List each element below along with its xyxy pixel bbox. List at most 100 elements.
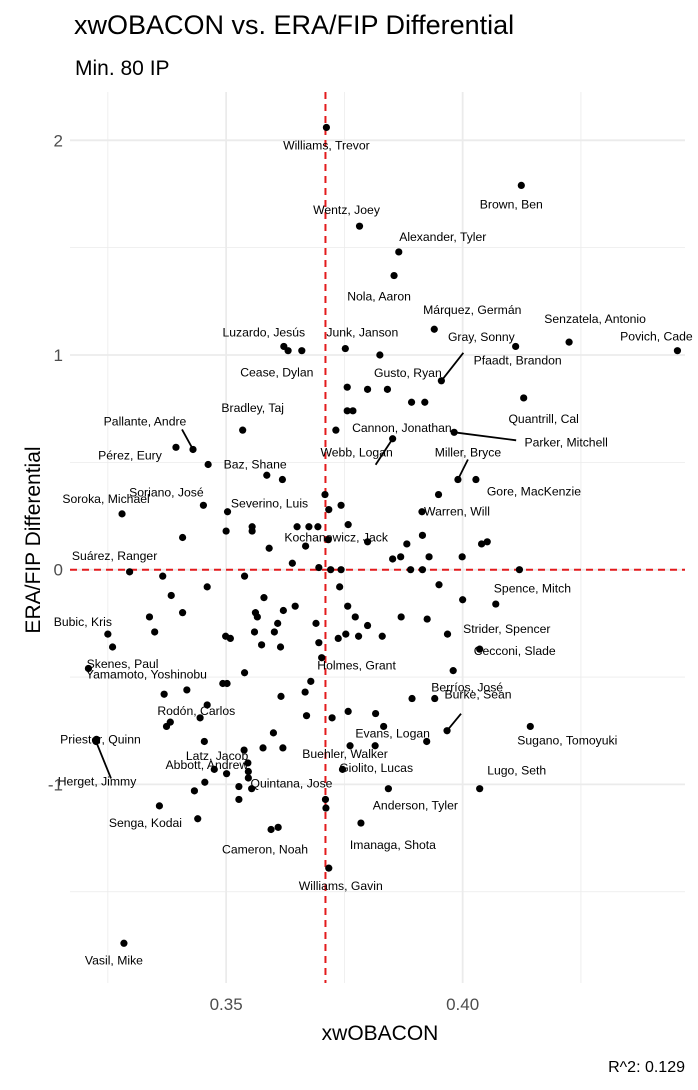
y-tick-label: 2	[54, 131, 63, 150]
data-point	[178, 533, 187, 542]
data-point-labeled	[673, 347, 682, 355]
point-label: Bubic, Kris	[54, 615, 112, 629]
data-point	[407, 566, 415, 574]
point-label: Anderson, Tyler	[373, 799, 458, 813]
data-point	[260, 594, 268, 602]
data-point	[167, 591, 175, 600]
data-point	[253, 613, 261, 621]
data-point	[278, 475, 287, 484]
data-point	[293, 523, 301, 531]
r-squared-caption: R^2: 0.129	[608, 1059, 685, 1076]
data-point-labeled	[172, 443, 180, 451]
data-point	[307, 677, 315, 685]
data-point-labeled	[280, 342, 288, 351]
point-label: Cease, Dylan	[240, 366, 313, 380]
data-point	[328, 714, 336, 722]
point-label: Alexander, Tyler	[399, 230, 486, 244]
data-point-labeled	[223, 508, 232, 516]
data-point	[337, 566, 345, 574]
data-point	[250, 628, 259, 636]
data-point-labeled	[118, 510, 126, 518]
data-point	[222, 770, 231, 778]
data-point	[483, 538, 491, 546]
data-point	[203, 583, 211, 591]
data-point	[322, 804, 330, 812]
point-label: Warren, Will	[424, 505, 490, 519]
data-point-labeled	[357, 819, 365, 827]
chart-title: xwOBACON vs. ERA/FIP Differential	[74, 10, 514, 40]
data-point-labeled	[344, 521, 352, 529]
point-label: Quintana, Jose	[250, 776, 332, 790]
data-point	[178, 609, 187, 617]
point-label: Vasil, Mike	[85, 953, 143, 967]
data-point-labeled	[418, 508, 426, 516]
point-label: Nola, Aaron	[347, 290, 411, 304]
data-point	[190, 787, 199, 795]
point-label: Herget, Jimmy	[58, 774, 137, 788]
data-point	[343, 383, 351, 391]
data-point	[291, 602, 299, 610]
data-point	[314, 523, 322, 531]
point-label: Gray, Sonny	[448, 330, 516, 344]
point-label: Abbott, Andrew	[166, 758, 249, 772]
point-label: Márquez, Germán	[423, 303, 521, 317]
point-label: Priester, Quinn	[60, 732, 141, 746]
data-point	[259, 744, 267, 752]
data-point	[338, 765, 347, 773]
point-label: Spence, Mitch	[494, 582, 571, 596]
data-point	[312, 619, 320, 627]
data-point	[343, 407, 351, 415]
data-point	[274, 823, 282, 831]
data-point-labeled	[476, 785, 484, 793]
data-point	[279, 606, 287, 615]
data-point-labeled	[565, 338, 573, 346]
data-point	[240, 669, 249, 677]
data-point-labeled	[384, 785, 392, 793]
data-point	[477, 540, 486, 548]
data-point	[248, 785, 256, 793]
data-point-labeled	[267, 825, 275, 834]
data-point-labeled	[166, 718, 174, 726]
point-label: Pérez, Eury	[98, 448, 163, 462]
data-point-labeled	[346, 742, 354, 750]
point-label: Pfaadt, Brandon	[474, 353, 562, 367]
data-point-labeled	[476, 645, 484, 653]
data-point	[325, 505, 333, 514]
point-label: Berríos, José	[431, 681, 503, 695]
point-label: Parker, Mitchell	[524, 435, 607, 449]
point-label: Luzardo, Jesús	[223, 325, 306, 339]
data-point-labeled	[390, 271, 398, 280]
data-point	[194, 815, 202, 823]
data-point	[223, 679, 231, 688]
data-point	[363, 385, 372, 393]
label-leader-line	[457, 459, 469, 480]
data-point-labeled	[395, 248, 403, 256]
data-point-labeled	[389, 435, 397, 443]
point-label: Wentz, Joey	[313, 203, 381, 217]
point-label: Quantrill, Cal	[508, 412, 578, 426]
data-point-labeled	[325, 864, 333, 872]
data-point	[397, 613, 405, 621]
point-label: Senzatela, Antonio	[544, 312, 646, 326]
data-point	[151, 628, 159, 636]
data-point	[318, 654, 326, 662]
data-point	[183, 686, 191, 694]
point-label: Imanaga, Shota	[350, 838, 436, 852]
data-point	[403, 540, 411, 548]
point-label: Strider, Spencer	[463, 622, 550, 636]
point-label: Webb, Logan	[320, 446, 392, 460]
point-label: Soriano, José	[129, 485, 204, 499]
data-point	[301, 542, 310, 550]
data-point-labeled	[104, 630, 112, 638]
data-point	[269, 729, 278, 737]
data-point	[203, 701, 211, 709]
data-point-labeled	[349, 407, 357, 415]
label-leader-line	[374, 438, 394, 466]
point-label: Skenes, Paul	[87, 657, 159, 671]
chart-subtitle: Min. 80 IP	[75, 57, 170, 80]
point-label: Junk, Janson	[326, 326, 398, 340]
data-point-labeled	[430, 325, 438, 333]
data-point-labeled	[240, 746, 248, 754]
data-point-labeled	[472, 475, 480, 484]
